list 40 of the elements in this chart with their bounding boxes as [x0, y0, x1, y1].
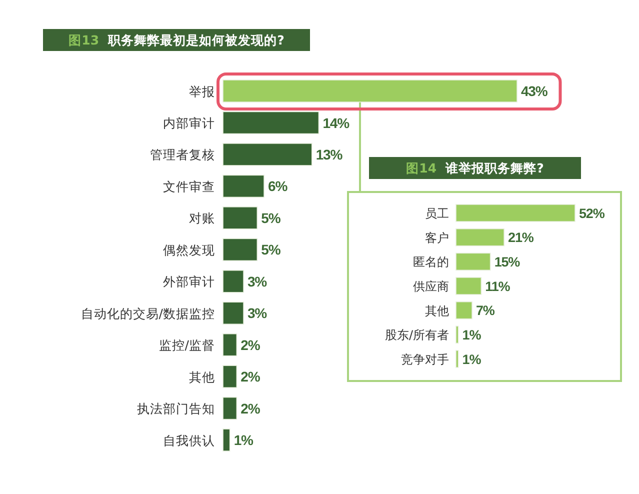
- category-label: 股东/所有者: [384, 328, 449, 342]
- category-label: 员工: [425, 206, 449, 221]
- category-label: 偶然发现: [163, 242, 215, 258]
- title: 图13 职务舞弊最初是如何被发现的?: [68, 32, 284, 48]
- value-label: 13%: [316, 146, 342, 162]
- value-label: 15%: [494, 254, 520, 270]
- value-label: 5%: [261, 210, 280, 226]
- value-label: 2%: [240, 336, 260, 353]
- category-label: 其他: [425, 304, 449, 318]
- value-label: 5%: [261, 242, 280, 258]
- value-label: 6%: [268, 178, 288, 194]
- category-label: 外部审计: [163, 274, 215, 290]
- value-label: 52%: [579, 206, 604, 221]
- category-label: 匿名的: [413, 255, 449, 270]
- value-label: 2%: [240, 368, 260, 385]
- category-label: 内部审计: [163, 115, 215, 130]
- category-label: 自动化的交易/数据监控: [80, 306, 215, 321]
- category-label: 文件审查: [163, 178, 215, 194]
- category-label: 管理者复核: [150, 147, 215, 162]
- value-label: 3%: [248, 305, 267, 322]
- value-label: 1%: [462, 328, 481, 342]
- category-label: 竞争对手: [401, 352, 449, 367]
- title: 图14 谁举报职务舞弊?: [406, 160, 544, 176]
- value-label: 2%: [240, 400, 260, 416]
- value-label: 11%: [485, 278, 510, 294]
- value-label: 7%: [476, 303, 494, 318]
- value-label: 1%: [234, 432, 253, 448]
- value-label: 43%: [521, 83, 548, 100]
- value-label: 14%: [322, 114, 349, 131]
- category-label: 监控/监督: [158, 338, 215, 353]
- value-label: 1%: [462, 352, 481, 367]
- category-label: 自我供认: [163, 432, 215, 448]
- category-label: 举报: [189, 84, 215, 99]
- value-label: 21%: [508, 230, 534, 246]
- category-label: 客户: [425, 230, 449, 245]
- category-label: 供应商: [413, 280, 449, 294]
- category-label: 其他: [189, 369, 215, 384]
- category-label: 执法部门告知: [137, 401, 215, 416]
- value-label: 3%: [248, 273, 267, 290]
- category-label: 对账: [189, 210, 215, 226]
